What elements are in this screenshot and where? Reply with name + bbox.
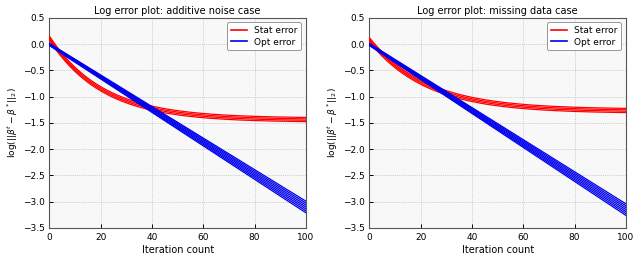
Title: Log error plot: missing data case: Log error plot: missing data case: [417, 6, 578, 16]
X-axis label: Iteration count: Iteration count: [141, 245, 214, 255]
X-axis label: Iteration count: Iteration count: [461, 245, 534, 255]
Y-axis label: log($||\beta^t - \beta^*||_2$): log($||\beta^t - \beta^*||_2$): [6, 87, 20, 158]
Legend: Stat error, Opt error: Stat error, Opt error: [547, 22, 621, 50]
Y-axis label: log($||\beta^t - \beta^*||_2$): log($||\beta^t - \beta^*||_2$): [326, 87, 340, 158]
Legend: Stat error, Opt error: Stat error, Opt error: [227, 22, 301, 50]
Title: Log error plot: additive noise case: Log error plot: additive noise case: [95, 6, 261, 16]
